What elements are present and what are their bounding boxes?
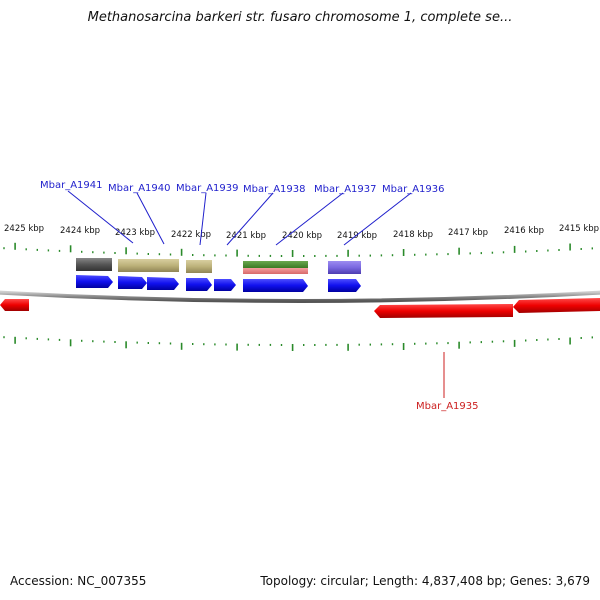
- feature-box[interactable]: [186, 260, 212, 273]
- gene-arrow-forward[interactable]: [186, 278, 212, 291]
- tick-label: 2418 kbp: [393, 230, 433, 240]
- tick-label: 2419 kbp: [337, 231, 377, 241]
- map-title: Methanosarcina barkeri str. fusaro chrom…: [87, 10, 513, 25]
- gene-label-mbar-a1939[interactable]: Mbar_A1939: [176, 183, 239, 194]
- gene-label-mbar-a1938[interactable]: Mbar_A1938: [243, 184, 306, 195]
- gene-arrow-reverse[interactable]: [374, 304, 513, 318]
- gene-label-mbar-a1936[interactable]: Mbar_A1936: [382, 184, 445, 195]
- inner-tick-track: [3, 336, 593, 351]
- gene-arrow-forward[interactable]: [118, 276, 147, 289]
- leader-line: [67, 190, 134, 244]
- feature-box[interactable]: [118, 259, 146, 272]
- forward-gene-track: [76, 275, 361, 292]
- forward-gene-labels: Mbar_A1941 Mbar_A1940 Mbar_A1939 Mbar_A1…: [40, 180, 445, 195]
- tick-label: 2417 kbp: [448, 228, 488, 238]
- feature-box[interactable]: [243, 261, 308, 268]
- gene-arrow-forward[interactable]: [76, 275, 113, 288]
- gene-label-mbar-a1937[interactable]: Mbar_A1937: [314, 184, 377, 195]
- leader-line: [275, 192, 344, 246]
- feature-box[interactable]: [243, 268, 308, 274]
- scale-labels: 2425 kbp 2424 kbp 2423 kbp 2422 kbp 2421…: [4, 224, 599, 241]
- gene-label-mbar-a1941[interactable]: Mbar_A1941: [40, 180, 103, 191]
- gene-arrow-forward[interactable]: [243, 279, 308, 292]
- feature-box[interactable]: [146, 259, 179, 272]
- tick-label: 2424 kbp: [60, 226, 100, 236]
- leader-line: [136, 192, 165, 245]
- feature-track: [76, 258, 361, 274]
- tick-label: 2425 kbp: [4, 224, 44, 234]
- gene-arrow-reverse[interactable]: [0, 299, 29, 311]
- gene-arrow-reverse[interactable]: [513, 298, 600, 313]
- outer-tick-track: [3, 242, 593, 257]
- leader-line: [343, 192, 412, 246]
- gene-arrow-forward[interactable]: [147, 277, 179, 290]
- tick-label: 2423 kbp: [115, 228, 155, 238]
- gene-arrow-forward[interactable]: [328, 279, 361, 292]
- feature-box[interactable]: [76, 258, 112, 271]
- leader-line: [199, 192, 207, 246]
- accession-label: Accession: NC_007355: [10, 574, 147, 588]
- reverse-gene-track: [0, 298, 600, 318]
- gene-label-mbar-a1940[interactable]: Mbar_A1940: [108, 183, 171, 194]
- tick-label: 2421 kbp: [226, 231, 266, 241]
- leader-line: [226, 192, 274, 246]
- tick-label: 2422 kbp: [171, 230, 211, 240]
- genome-summary: Topology: circular; Length: 4,837,408 bp…: [260, 574, 590, 588]
- gene-arrow-forward[interactable]: [214, 279, 236, 291]
- forward-label-leaders: [67, 190, 412, 246]
- tick-label: 2420 kbp: [282, 231, 322, 241]
- gene-label-mbar-a1935[interactable]: Mbar_A1935: [416, 401, 479, 412]
- feature-box[interactable]: [328, 261, 361, 274]
- genome-backbone: [0, 290, 600, 303]
- tick-label: 2415 kbp: [559, 224, 599, 234]
- tick-label: 2416 kbp: [504, 226, 544, 236]
